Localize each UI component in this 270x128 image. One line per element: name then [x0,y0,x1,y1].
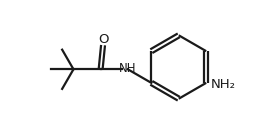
Text: NH: NH [119,62,136,76]
Text: NH₂: NH₂ [211,78,236,91]
Text: O: O [98,33,108,46]
